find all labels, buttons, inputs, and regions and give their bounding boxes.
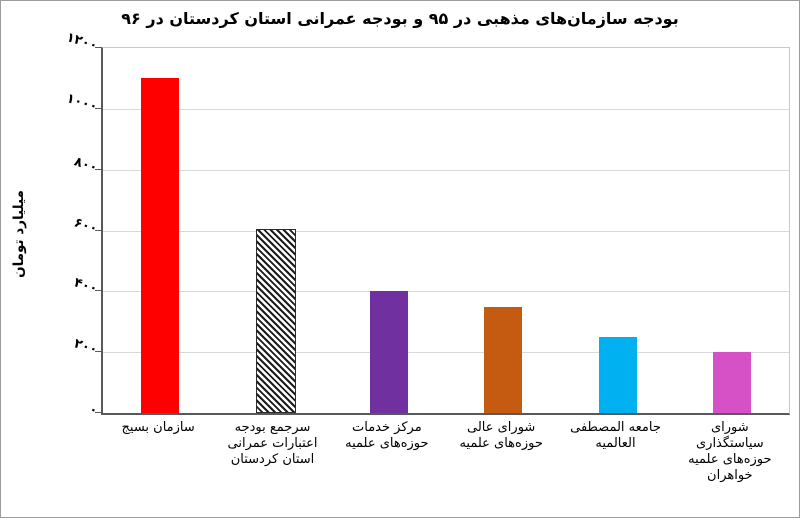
y-tick-label: ۸۰۰	[72, 154, 100, 176]
y-tick-mark	[95, 168, 102, 170]
gridline-1000	[103, 108, 789, 110]
y-tick-mark	[95, 229, 102, 231]
gridline-600	[103, 230, 789, 232]
y-tick-mark	[95, 351, 102, 353]
bar-3	[369, 291, 408, 413]
bar-1	[141, 78, 180, 413]
x-category-label: سازمان بسیج	[121, 420, 195, 435]
bar-2	[255, 228, 296, 413]
bar-6	[712, 352, 751, 413]
bar-5	[598, 336, 637, 413]
y-tick-label: ۲۰۰	[72, 336, 100, 358]
gridline-200	[103, 352, 789, 354]
x-category-label: سرجمع بودجه اعتبارات عمرانی استان کردستا…	[227, 420, 318, 467]
y-tick-label: ۰	[87, 402, 100, 419]
chart-title: بودجه سازمان‌های مذهبی در ۹۵ و بودجه عمر…	[121, 9, 679, 28]
y-tick-label: ۶۰۰	[72, 214, 100, 237]
x-category-label: مرکز خدمات حوزه‌های علمیه	[345, 420, 429, 451]
bar-4	[484, 306, 523, 413]
y-tick-label: ۱۰۰۰	[64, 90, 100, 115]
y-tick-mark	[95, 412, 102, 413]
y-axis-title: میلیارد تومان	[11, 190, 27, 278]
gridline-400	[103, 291, 789, 293]
gridline-800	[103, 169, 789, 171]
plot-area	[101, 47, 790, 415]
x-category-label: جامعه المصطفی العالمیه	[570, 420, 661, 451]
y-tick-mark	[95, 290, 102, 292]
x-category-label: شورای عالی حوزه‌های علمیه	[459, 420, 543, 451]
y-tick-mark	[95, 107, 102, 109]
y-tick-mark	[95, 47, 102, 48]
x-category-label: شورای سیاستگذاری حوزه‌های علمیه خواهران	[688, 420, 772, 483]
y-tick-label: ۴۰۰	[72, 275, 100, 298]
